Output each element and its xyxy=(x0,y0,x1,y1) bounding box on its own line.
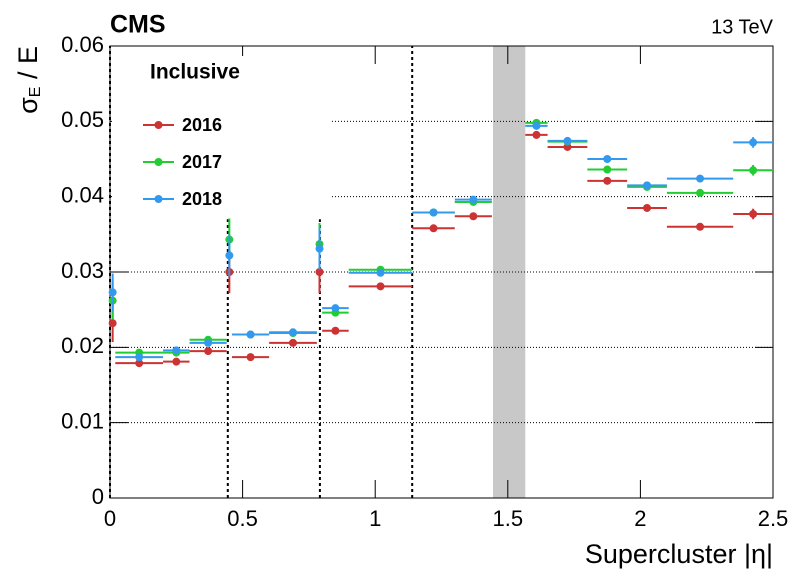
legend-marker xyxy=(154,121,163,129)
data-point xyxy=(288,338,297,347)
data-point xyxy=(696,174,705,183)
x-tick-label: 2.5 xyxy=(758,506,789,531)
x-tick-label: 2 xyxy=(634,506,646,531)
data-point xyxy=(315,268,324,276)
x-tick-label: 1 xyxy=(369,506,381,531)
experiment-label: CMS xyxy=(110,11,166,39)
data-point xyxy=(135,353,144,362)
data-point xyxy=(603,155,612,163)
data-point xyxy=(172,357,181,366)
data-point xyxy=(643,181,652,190)
y-tick-label: 0.01 xyxy=(61,408,104,433)
data-point xyxy=(376,282,385,291)
y-axis-label: σE / E xyxy=(13,46,44,114)
y-tick-label: 0.03 xyxy=(61,258,104,283)
energy-label: 13 TeV xyxy=(711,16,774,38)
data-point xyxy=(429,208,438,217)
data-point xyxy=(696,222,705,231)
data-point xyxy=(749,138,758,147)
y-label-symbol: σ xyxy=(13,97,43,114)
data-point xyxy=(643,203,652,212)
data-point xyxy=(135,359,144,368)
data-point xyxy=(108,319,117,328)
y-label-rest: / E xyxy=(13,46,43,87)
legend-label: 2016 xyxy=(182,115,222,135)
data-point xyxy=(315,244,324,253)
data-point xyxy=(376,268,385,277)
annotation: Inclusive xyxy=(150,61,240,84)
data-point xyxy=(204,338,213,347)
legend-label: 2018 xyxy=(182,189,222,209)
y-tick-label: 0.04 xyxy=(61,182,104,207)
y-tick-label: 0.02 xyxy=(61,333,104,358)
data-point xyxy=(331,304,340,313)
data-point xyxy=(288,328,297,337)
legend-label: 2017 xyxy=(182,152,222,172)
data-point xyxy=(469,195,478,204)
legend-box xyxy=(112,56,332,226)
data-point xyxy=(749,209,758,218)
data-point xyxy=(532,130,541,139)
plot-frame xyxy=(109,45,774,499)
data-point xyxy=(246,330,255,339)
y-tick-label: 0.06 xyxy=(61,32,104,57)
data-point xyxy=(469,212,478,221)
data-point xyxy=(563,136,572,145)
data-point xyxy=(429,224,438,233)
x-tick-label: 0 xyxy=(104,506,116,531)
y-label-subscript: E xyxy=(27,87,44,98)
data-point xyxy=(172,346,181,355)
data-point xyxy=(532,121,541,130)
data-point xyxy=(603,165,612,174)
data-point xyxy=(749,166,758,175)
legend-marker xyxy=(154,158,163,166)
data-point xyxy=(603,176,612,185)
data-point xyxy=(204,347,213,356)
data-point xyxy=(225,251,234,260)
data-point xyxy=(331,326,340,335)
legend-marker xyxy=(154,195,163,203)
data-point xyxy=(108,288,117,297)
x-axis-label: Supercluster |η| xyxy=(585,539,773,569)
data-point xyxy=(696,188,705,197)
x-tick-label: 0.5 xyxy=(227,506,258,531)
y-tick-label: 0 xyxy=(92,484,104,509)
y-tick-label: 0.05 xyxy=(61,107,104,132)
data-point xyxy=(246,353,255,362)
x-tick-label: 1.5 xyxy=(493,506,524,531)
